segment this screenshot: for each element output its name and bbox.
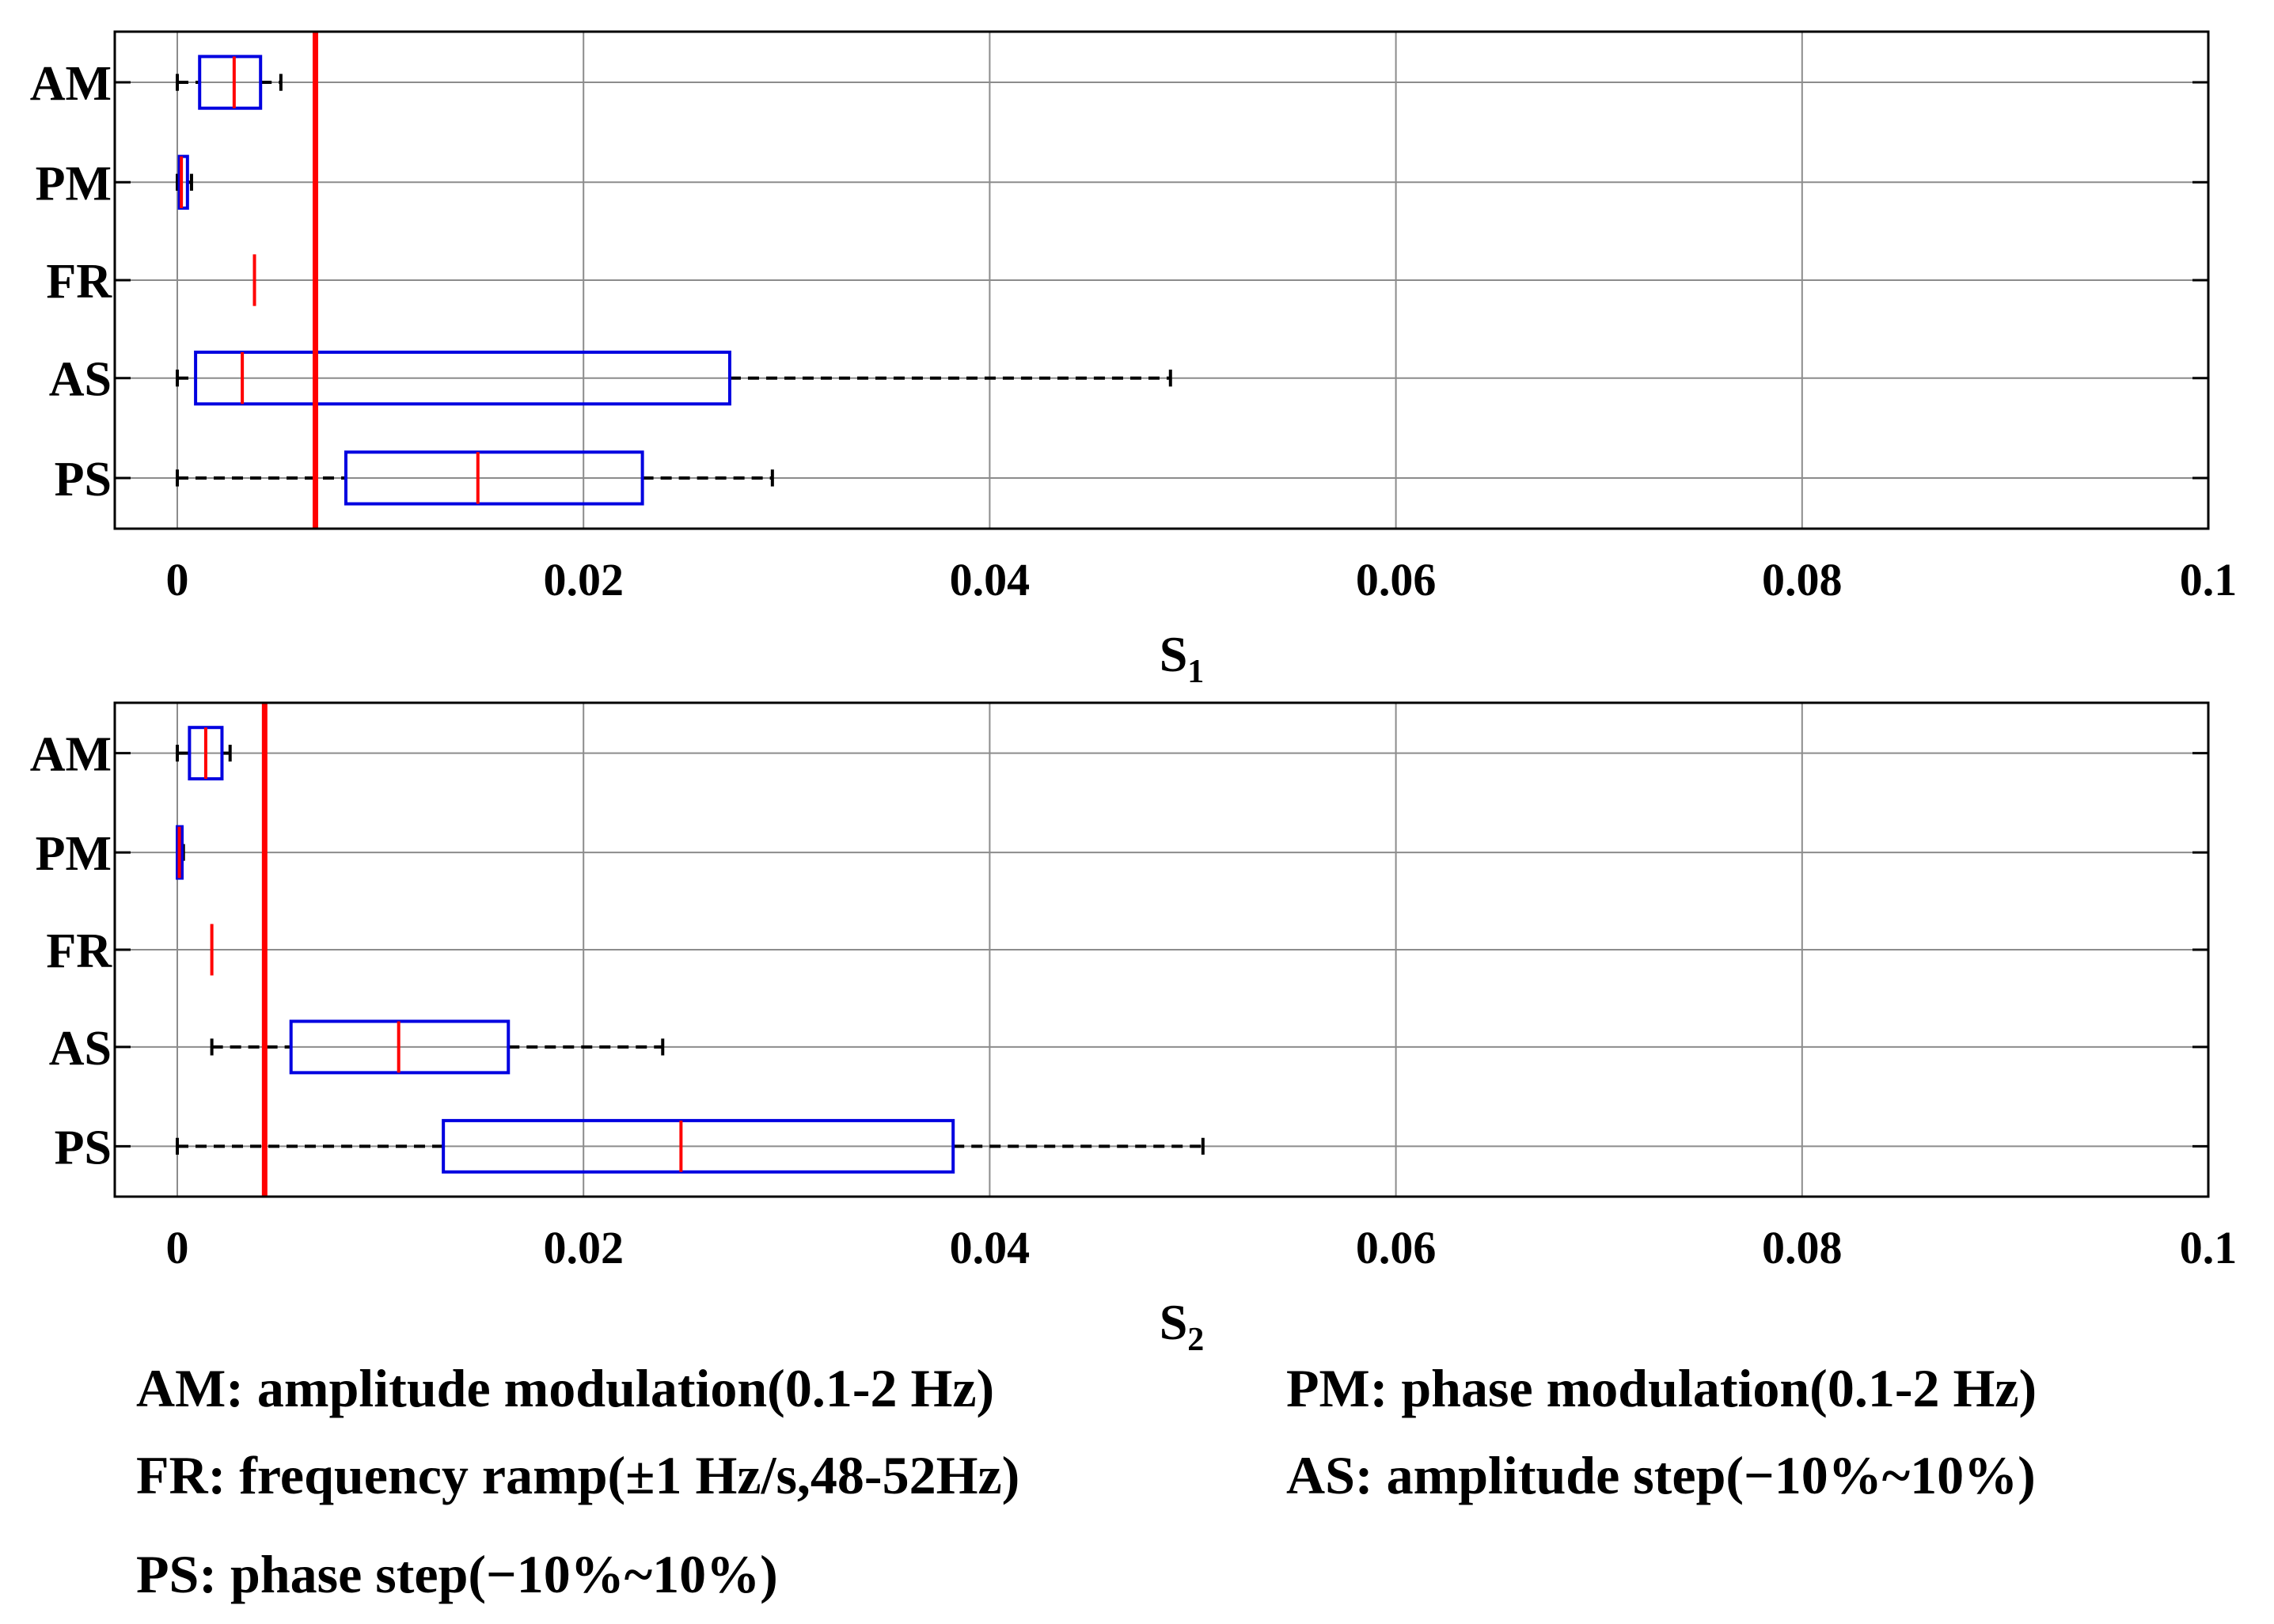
x-tick-label: 0.04 <box>950 554 1031 605</box>
x-tick-label: 0 <box>166 554 189 605</box>
x-tick-label: 0.08 <box>1762 554 1843 605</box>
x-tick-label: 0.06 <box>1356 1222 1437 1273</box>
y-tick-label: PS <box>55 1121 112 1174</box>
legend-pm: PM: phase modulation(0.1-2 Hz) <box>1286 1358 2037 1418</box>
x-tick-label: 0.02 <box>543 554 624 605</box>
chart-s2: AM PM FR AS PS 0 0.02 0.04 0.06 0.08 0.1 S2 <box>30 701 2238 1358</box>
legend-fr: FR: frequency ramp(±1 Hz/s,48-52Hz) <box>136 1445 1020 1505</box>
chart-s1: AM PM FR AS PS 0 0.02 0.04 0.06 0.08 0.1 S1 <box>30 30 2238 690</box>
x-axis-title: S1 <box>1160 626 1205 690</box>
x-tick-label: 0.06 <box>1356 554 1437 605</box>
x-tick-label: 0.02 <box>543 1222 624 1273</box>
y-tick-label: AS <box>49 1022 112 1076</box>
box-ps <box>344 450 644 506</box>
y-tick-label: PS <box>55 453 112 507</box>
legend-as: AS: amplitude step(−10%~10%) <box>1286 1445 2036 1505</box>
x-tick-label: 0.08 <box>1762 1222 1843 1273</box>
x-tick-label: 0.1 <box>2180 554 2238 605</box>
y-tick-label: AM <box>30 728 112 782</box>
y-tick-label: PM <box>36 827 112 881</box>
x-tick-label: 0.1 <box>2180 1222 2238 1273</box>
x-tick-label: 0 <box>166 1222 189 1273</box>
box-ps <box>442 1118 955 1174</box>
legend-ps: PS: phase step(−10%~10%) <box>136 1544 778 1604</box>
x-axis-title: S2 <box>1160 1294 1205 1358</box>
box-am <box>198 55 263 110</box>
y-tick-label: AS <box>49 353 112 407</box>
x-tick-label: 0.04 <box>950 1222 1031 1273</box>
y-tick-label: PM <box>36 157 112 211</box>
legend-am: AM: amplitude modulation(0.1-2 Hz) <box>136 1358 995 1418</box>
y-tick-label: AM <box>30 57 112 111</box>
box-pm <box>177 154 189 210</box>
box-as <box>194 351 731 406</box>
y-tick-label: FR <box>46 255 112 309</box>
y-tick-label: FR <box>46 924 112 978</box>
